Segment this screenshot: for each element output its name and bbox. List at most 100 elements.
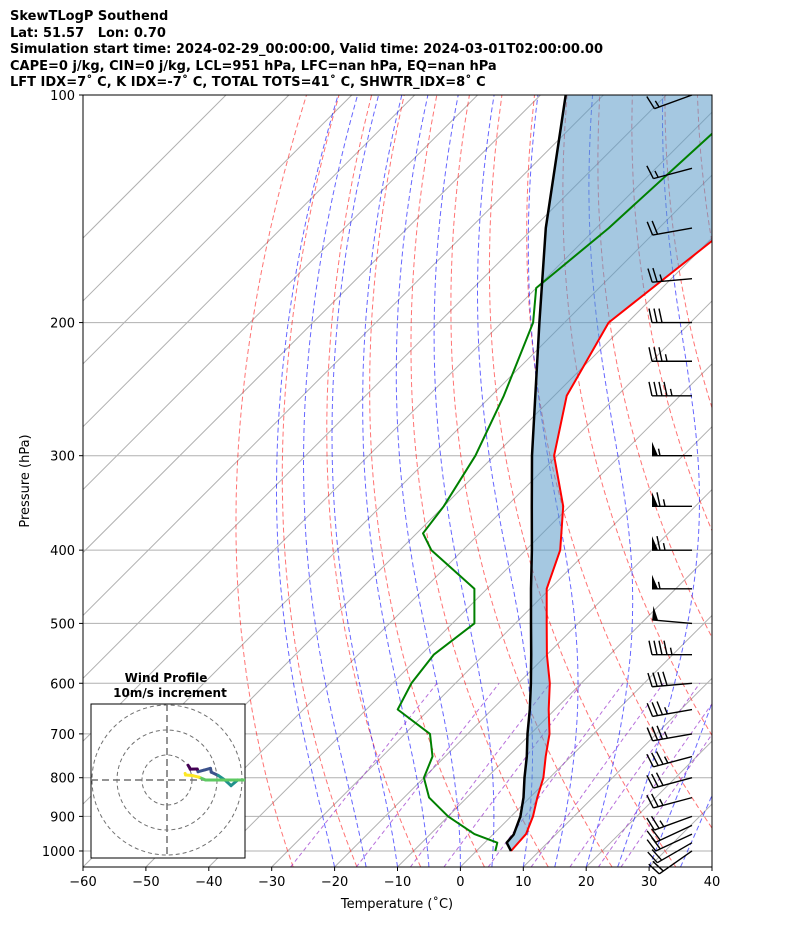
barb-feather	[646, 96, 656, 110]
isotherm-line	[334, 488, 712, 867]
wind-barb	[648, 850, 693, 875]
barb-staff	[652, 278, 693, 283]
barb-staff	[652, 619, 693, 625]
isotherm-line	[83, 95, 478, 491]
wind-barb	[646, 793, 693, 809]
x-tick-label: −10	[384, 875, 411, 890]
wind-barb	[648, 347, 692, 362]
barb-feather	[648, 347, 653, 362]
moist-adiabat-line	[331, 95, 398, 867]
isotherm-line	[460, 614, 712, 867]
wind-barb	[646, 751, 693, 768]
barb-feather	[651, 773, 659, 788]
isotherm-line	[83, 95, 541, 554]
x-tick-label: 40	[704, 875, 721, 890]
isotherm-line	[83, 95, 667, 680]
parcel-profile-line	[505, 95, 567, 852]
barb-feather	[646, 830, 657, 843]
wind-barb	[646, 815, 693, 831]
indices-line: LFT IDX=7˚ C, K IDX=-7˚ C, TOTAL TOTS=41…	[10, 75, 486, 90]
x-tick-label: 30	[641, 875, 658, 890]
barb-flag	[652, 606, 659, 621]
wind-barb	[652, 441, 692, 457]
x-axis-label: Temperature (˚C)	[340, 896, 453, 912]
moist-adiabat-line	[648, 701, 712, 867]
wind-barb	[652, 535, 692, 551]
barb-feather	[647, 672, 653, 687]
x-tick-label: 20	[578, 875, 595, 890]
barb-feather	[656, 492, 661, 507]
barb-feather	[663, 381, 668, 396]
barb-feather	[655, 751, 664, 765]
barb-feather	[656, 535, 661, 551]
x-tick-label: 10	[515, 875, 532, 890]
wind-barb	[648, 308, 692, 324]
barb-feather	[651, 726, 659, 741]
barb-staff	[653, 777, 693, 789]
barb-feather	[651, 752, 659, 766]
dry-adiabat-line	[730, 95, 794, 867]
axes: −60 −50 −40 −30 −20 −10 0 10 20 30 40 1000 900 800 700…	[42, 89, 720, 890]
barb-half-feather	[664, 354, 668, 362]
wind-barb	[646, 772, 693, 789]
moist-adiabat-line	[362, 95, 430, 867]
barb-feather	[646, 221, 654, 236]
y-tick-label: 100	[50, 89, 75, 104]
isotherm-line	[271, 425, 712, 867]
moist-adiabat-line	[395, 95, 461, 867]
wind-barb	[647, 267, 693, 283]
wind-barb	[646, 220, 693, 236]
barb-feather	[651, 702, 659, 716]
moist-adiabat-line	[276, 95, 339, 867]
barb-feather	[648, 863, 660, 875]
barb-flag	[652, 441, 658, 456]
barb-staff	[652, 682, 693, 688]
isotherm-line	[83, 95, 604, 617]
barb-half-feather	[657, 448, 661, 456]
dry-adiabat-line	[450, 95, 613, 867]
wind-barb	[646, 833, 693, 852]
barb-feather	[646, 775, 654, 789]
dry-adiabat-line	[326, 95, 422, 867]
wind-barb	[652, 492, 692, 508]
dry-adiabat-line	[281, 95, 358, 867]
y-tick-label: 900	[50, 810, 75, 825]
dry-adiabat-line	[235, 95, 307, 867]
wind-barb	[646, 165, 693, 180]
isotherm-line	[83, 95, 416, 428]
dry-adiabat-line	[369, 95, 485, 867]
barb-feather	[651, 828, 661, 841]
barb-half-feather	[657, 581, 661, 589]
moist-adiabat-line	[477, 95, 533, 867]
wind-barb	[648, 381, 692, 397]
barb-half-feather	[664, 731, 669, 739]
dry-adiabat-line	[763, 95, 794, 867]
mixing-ratio-line	[443, 682, 582, 867]
y-tick-label: 600	[50, 677, 75, 692]
barb-half-feather	[663, 756, 669, 764]
barb-feather	[650, 815, 660, 829]
barb-half-feather	[662, 499, 666, 507]
barb-staff	[654, 815, 693, 831]
barb-feather	[658, 308, 663, 323]
barb-half-feather	[654, 100, 660, 108]
barb-flag	[652, 492, 658, 507]
barb-staff	[652, 733, 693, 742]
barb-staff	[657, 842, 693, 864]
dewpoint-line	[396, 132, 712, 852]
barb-feather	[656, 725, 664, 740]
barb-feather	[652, 267, 658, 282]
x-tick-label: −20	[321, 875, 348, 890]
barb-feather	[646, 165, 654, 179]
wind-barb	[652, 574, 692, 590]
barb-feather	[655, 772, 664, 786]
barb-feather	[651, 220, 659, 235]
barb-staff	[655, 824, 693, 843]
hodograph-inset	[90, 703, 246, 859]
moist-adiabat-line	[711, 865, 712, 867]
wind-barb	[646, 701, 693, 718]
barb-half-feather	[669, 647, 673, 655]
barb-half-feather	[659, 274, 663, 282]
barb-feather	[658, 347, 663, 362]
moist-adiabat-line	[433, 95, 495, 867]
